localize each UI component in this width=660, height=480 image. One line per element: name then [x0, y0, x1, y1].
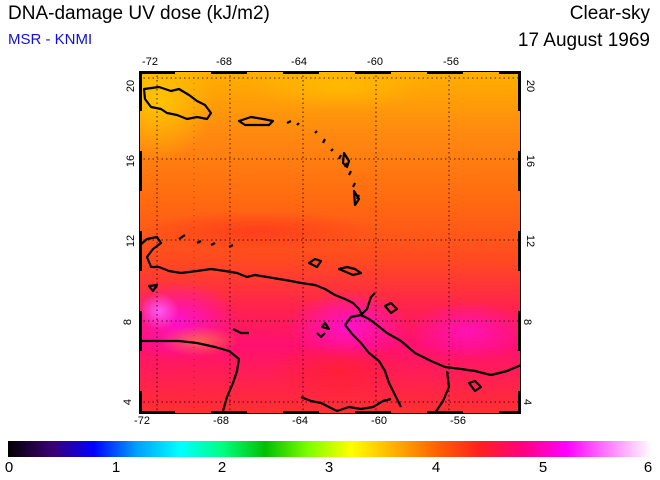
colorbar-label: 2	[217, 459, 227, 476]
lat-tick-left: 20	[125, 79, 138, 93]
map-canvas	[139, 71, 521, 414]
colorbar-label: 0	[4, 459, 14, 476]
lon-tick-bottom: -68	[213, 415, 229, 427]
colorbar-label: 3	[324, 459, 334, 476]
map-title: DNA-damage UV dose (kJ/m2)	[8, 3, 270, 24]
grid-lines	[139, 71, 521, 414]
lat-tick-left: 16	[125, 154, 138, 168]
lon-tick-bottom: -60	[371, 415, 387, 427]
colorbar-label: 6	[643, 459, 653, 476]
lon-tick-bottom: -56	[450, 415, 466, 427]
lon-tick-bottom: -64	[292, 415, 308, 427]
lon-tick-top: -72	[142, 56, 158, 68]
lat-tick-right: 16	[524, 154, 537, 168]
uv-dose-map	[139, 71, 521, 414]
lat-tick-left: 12	[125, 234, 138, 248]
source-label: MSR - KNMI	[8, 31, 93, 48]
colorbar-label: 4	[431, 459, 441, 476]
lon-tick-top: -60	[367, 56, 383, 68]
lon-tick-top: -56	[443, 56, 459, 68]
date-label: 17 August 1969	[517, 30, 650, 51]
lon-tick-top: -64	[291, 56, 307, 68]
coastlines	[139, 85, 521, 414]
lat-tick-right: 20	[524, 79, 537, 93]
lat-tick-left: 4	[122, 398, 135, 406]
lat-tick-left: 8	[122, 318, 135, 326]
color-scale-bar	[8, 441, 652, 457]
lon-tick-top: -68	[216, 56, 232, 68]
lon-tick-bottom: -72	[134, 415, 150, 427]
lat-tick-right: 8	[521, 318, 534, 326]
sky-condition-label: Clear-sky	[569, 3, 650, 24]
lat-tick-right: 4	[521, 398, 534, 406]
colorbar-label: 5	[538, 459, 548, 476]
colorbar-label: 1	[111, 459, 121, 476]
lat-tick-right: 12	[524, 234, 537, 248]
frame-ticks	[139, 71, 521, 414]
